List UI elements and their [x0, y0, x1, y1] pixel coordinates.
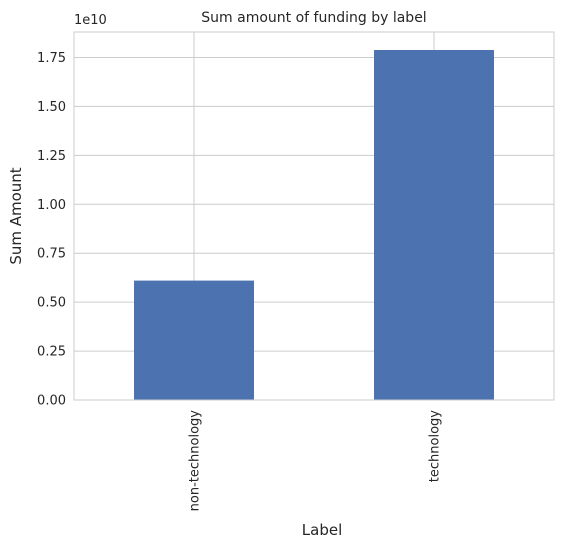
y-tick-label: 0.75	[37, 247, 66, 262]
y-offset-label: 1e10	[74, 13, 107, 28]
y-tick-label: 1.75	[37, 51, 66, 66]
y-tick-label: 1.00	[37, 198, 66, 213]
y-tick-label: 0.00	[37, 394, 66, 409]
y-tick-label: 0.50	[37, 296, 66, 311]
y-axis-title: Sum Amount	[7, 167, 25, 264]
x-tick-label: technology	[428, 410, 443, 482]
y-tick-labels: 0.00 0.25 0.50 0.75 1.00 1.25 1.50 1.75	[37, 51, 66, 409]
y-tick-label: 1.50	[37, 100, 66, 115]
bars	[134, 50, 494, 400]
chart-title: Sum amount of funding by label	[201, 10, 426, 26]
x-axis-title: Label	[302, 521, 342, 539]
bar-technology	[374, 50, 494, 400]
y-tick-label: 1.25	[37, 149, 66, 164]
x-tick-labels: non-technology technology	[188, 410, 443, 512]
y-tick-label: 0.25	[37, 345, 66, 360]
plot-frame	[73, 31, 555, 401]
bar-non-technology	[134, 280, 254, 400]
x-tick-label: non-technology	[188, 410, 203, 512]
